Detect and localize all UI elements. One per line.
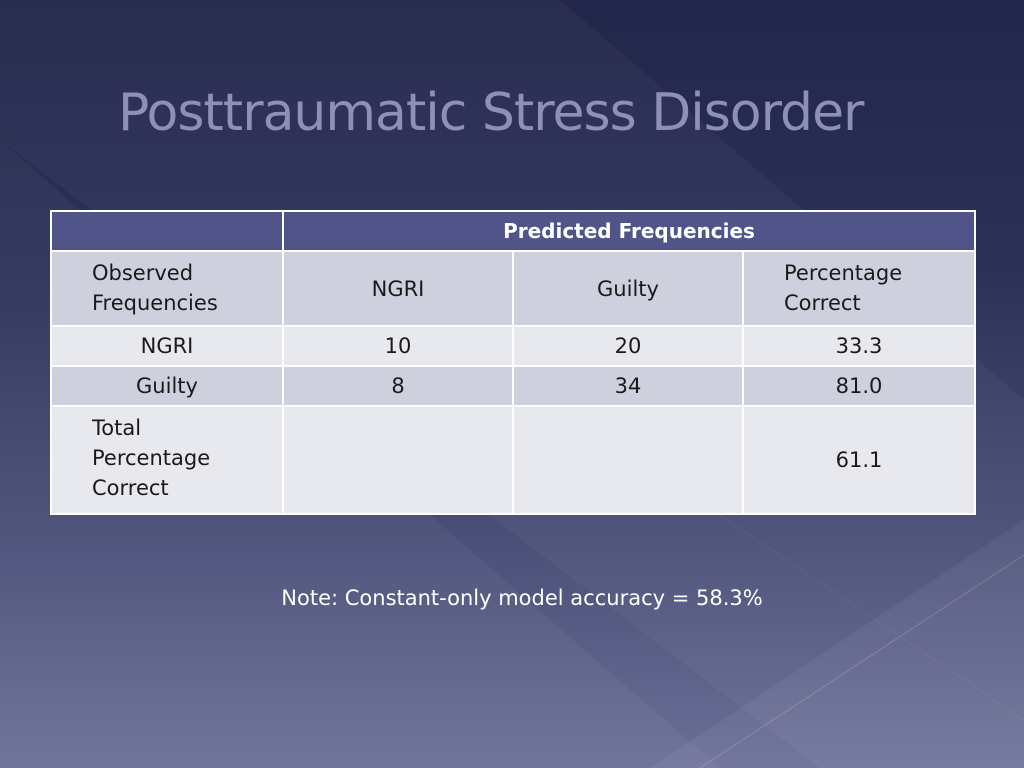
total-percentage-label: Total Percentage Correct [50,405,284,515]
total-percentage-text: Total Percentage Correct [92,416,211,500]
column-header-ngri: NGRI [282,250,514,327]
cell-ngri-ngri: 10 [282,325,514,367]
header-predicted-frequencies: Predicted Frequencies [282,210,976,252]
total-ngri-cell [282,405,514,515]
cell-guilty-ngri: 8 [282,365,514,407]
column-header-percentage-correct: Percentage Correct [742,250,976,327]
table-row-total: Total Percentage Correct 61.1 [50,405,976,515]
cell-ngri-percent: 33.3 [742,325,976,367]
row-label-guilty: Guilty [50,365,284,407]
total-guilty-cell [512,405,744,515]
table-row: NGRI 10 20 33.3 [50,325,976,367]
row-label-ngri: NGRI [50,325,284,367]
frequency-table: Predicted Frequencies Observed Frequenci… [50,210,976,515]
header-empty-cell [50,210,284,252]
model-accuracy-note: Note: Constant-only model accuracy = 58.… [281,586,763,610]
observed-frequencies-label: Observed Frequencies [50,250,284,327]
slide-title: Posttraumatic Stress Disorder [118,83,864,143]
table-subheader-row: Observed Frequencies NGRI Guilty Percent… [50,250,976,327]
observed-frequencies-text: Observed Frequencies [92,261,218,315]
cell-guilty-percent: 81.0 [742,365,976,407]
table-row: Guilty 8 34 81.0 [50,365,976,407]
percentage-correct-text: Percentage Correct [784,261,903,315]
cell-guilty-guilty: 34 [512,365,744,407]
cell-ngri-guilty: 20 [512,325,744,367]
column-header-guilty: Guilty [512,250,744,327]
total-percent-cell: 61.1 [742,405,976,515]
table-header-row: Predicted Frequencies [50,210,976,252]
